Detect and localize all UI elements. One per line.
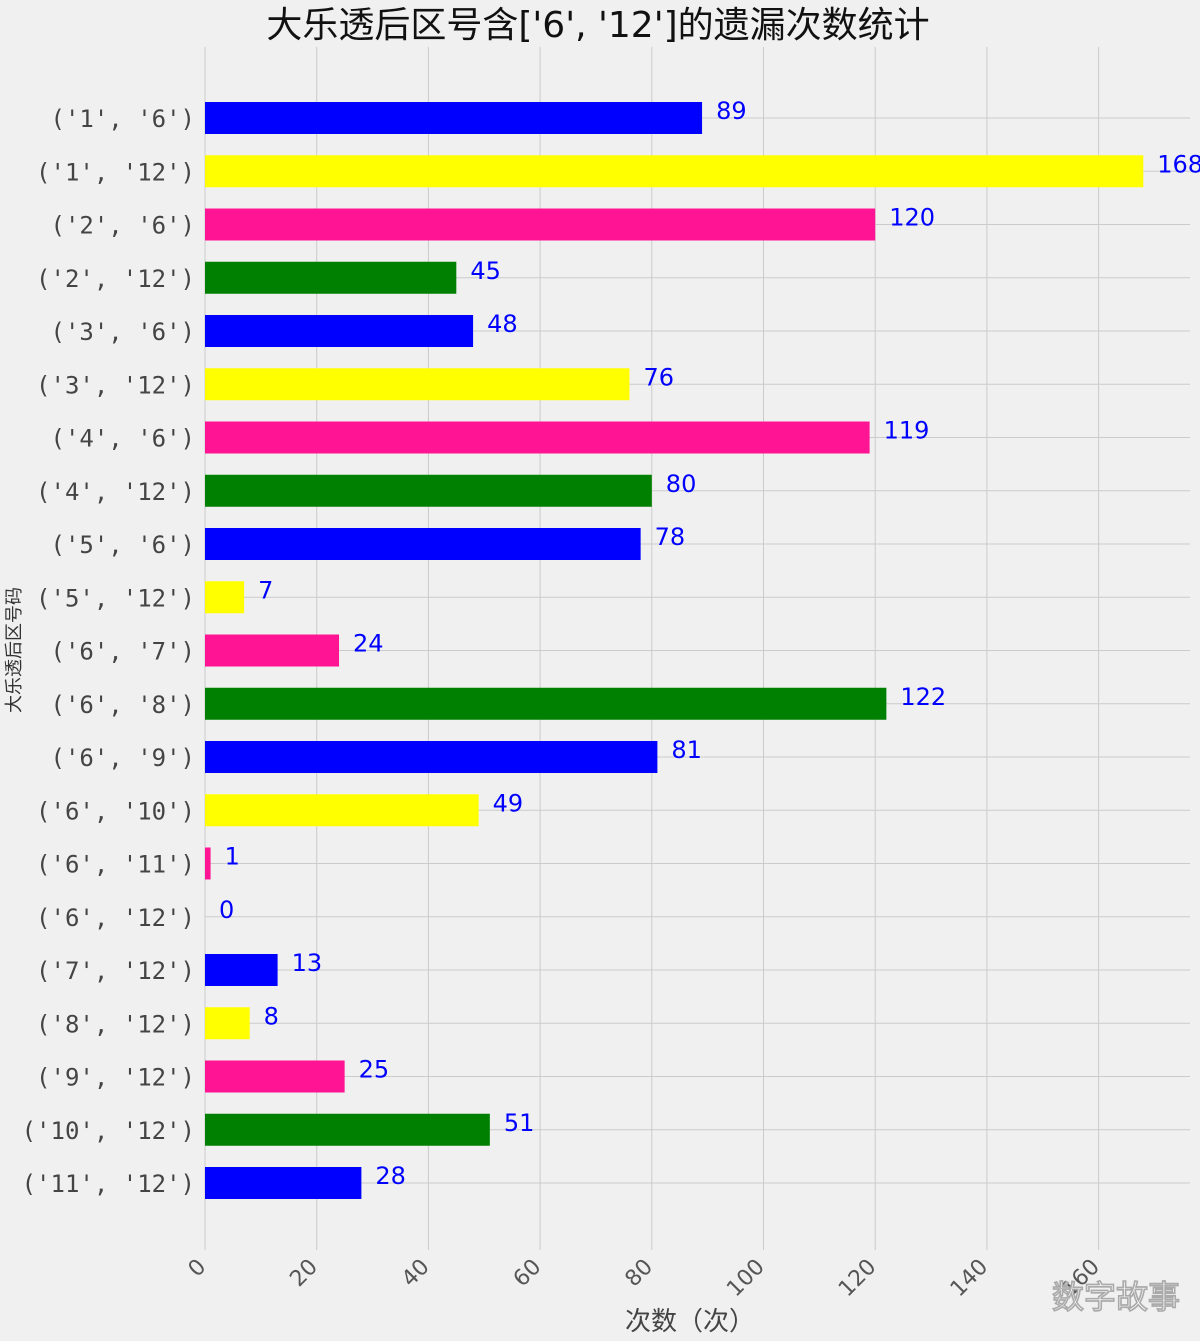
data-label-4: 48	[487, 310, 518, 338]
data-label-15: 0	[219, 896, 234, 924]
y-tick-label-13: ('6', '10')	[36, 797, 195, 825]
y-tick-label-0: ('1', '6')	[51, 105, 196, 133]
x-axis-label: 次数（次）	[625, 1307, 755, 1337]
bar-1	[205, 155, 1144, 188]
y-tick-label-7: ('4', '12')	[36, 478, 195, 506]
data-label-12: 81	[671, 736, 702, 764]
y-tick-label-19: ('10', '12')	[22, 1117, 195, 1145]
data-label-10: 24	[353, 630, 384, 658]
data-label-5: 76	[643, 363, 674, 391]
bar-17	[205, 1007, 250, 1040]
data-label-17: 8	[264, 1002, 279, 1030]
y-tick-label-4: ('3', '6')	[51, 318, 196, 346]
data-label-0: 89	[716, 97, 747, 125]
data-label-9: 7	[258, 576, 273, 604]
y-tick-label-11: ('6', '8')	[51, 691, 196, 719]
y-tick-label-15: ('6', '12')	[36, 904, 195, 932]
y-axis-label: 大乐透后区号码	[4, 587, 25, 713]
data-label-8: 78	[655, 523, 686, 551]
bar-11	[205, 687, 887, 720]
y-tick-label-6: ('4', '6')	[51, 425, 196, 453]
y-tick-label-20: ('11', '12')	[22, 1170, 195, 1198]
data-label-11: 122	[900, 683, 946, 711]
data-label-1: 168	[1157, 150, 1200, 178]
bar-20	[205, 1167, 362, 1199]
data-label-16: 13	[292, 949, 323, 977]
bar-4	[205, 315, 474, 347]
watermark: 数字故事	[1052, 1278, 1180, 1316]
bar-9	[205, 581, 245, 614]
y-tick-label-17: ('8', '12')	[36, 1010, 195, 1038]
bar-0	[205, 102, 703, 134]
data-label-14: 1	[225, 843, 240, 871]
chart-title: 大乐透后区号含['6', '12']的遗漏次数统计	[266, 5, 929, 46]
y-tick-label-10: ('6', '7')	[51, 638, 196, 666]
bar-3	[205, 261, 457, 294]
y-tick-label-14: ('6', '11')	[36, 851, 195, 879]
data-label-19: 51	[504, 1109, 535, 1137]
bar-7	[205, 474, 652, 507]
data-label-18: 25	[359, 1056, 390, 1084]
y-tick-label-1: ('1', '12')	[36, 158, 195, 186]
y-tick-label-3: ('2', '12')	[36, 265, 195, 293]
data-labels: 89 168 120 45 48 76 119 80 78 7 24 122 81 49 1 0 13 8 25 51…	[219, 97, 1200, 1190]
data-label-7: 80	[666, 470, 697, 498]
bar-18	[205, 1060, 345, 1093]
y-tick-label-2: ('2', '6')	[51, 212, 196, 240]
bars	[205, 102, 1144, 1199]
y-tick-label-12: ('6', '9')	[51, 744, 196, 772]
y-tick-label-16: ('7', '12')	[36, 957, 195, 985]
bar-10	[205, 634, 340, 667]
data-label-2: 120	[889, 204, 935, 232]
y-tick-label-9: ('5', '12')	[36, 584, 195, 612]
y-tick-label-18: ('9', '12')	[36, 1064, 195, 1092]
data-label-6: 119	[884, 417, 930, 445]
bar-13	[205, 794, 479, 827]
y-tick-label-8: ('5', '6')	[51, 531, 196, 559]
bar-5	[205, 368, 630, 401]
bar-12	[205, 741, 658, 773]
data-label-3: 45	[470, 257, 501, 285]
y-tick-labels: ('1', '6') ('1', '12') ('2', '6') ('2', '12…	[22, 105, 195, 1198]
bar-14	[205, 847, 211, 880]
bar-16	[205, 954, 278, 986]
bar-6	[205, 421, 870, 454]
bar-8	[205, 528, 641, 560]
bar-19	[205, 1113, 490, 1146]
data-label-20: 28	[375, 1162, 406, 1190]
data-label-13: 49	[493, 789, 524, 817]
bar-2	[205, 208, 876, 241]
y-tick-label-5: ('3', '12')	[36, 371, 195, 399]
